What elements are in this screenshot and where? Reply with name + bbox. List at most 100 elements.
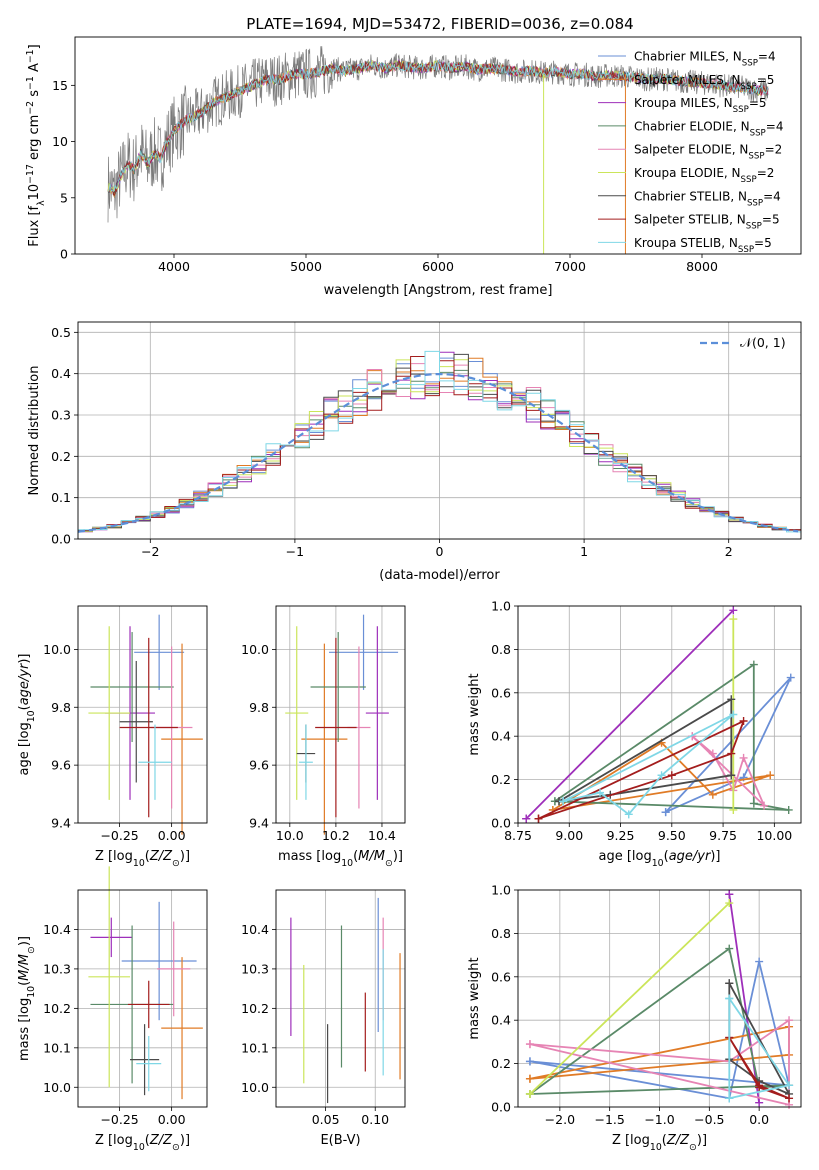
legend: 𝒩(0, 1) [700, 335, 786, 350]
weight-marker [708, 790, 717, 799]
y-tick-label: 0.6 [491, 685, 511, 700]
weight-marker [785, 1094, 794, 1103]
x-axis-label: age [log10(age/yr)] [598, 849, 720, 869]
y-tick-label: 1.0 [491, 599, 511, 614]
legend-entry: Kroupa MILES, NSSP=5 [634, 96, 767, 115]
y-tick-label: 1.0 [491, 883, 511, 898]
legend-entry: Chabrier MILES, NSSP=4 [634, 50, 776, 69]
weight-marker [727, 771, 736, 780]
x-tick-label: 10.0 [276, 828, 304, 843]
legend-entry: Salpeter MILES, NSSP=5 [634, 73, 774, 92]
weight-series [728, 894, 760, 1104]
x-tick-label: 0.10 [361, 1112, 389, 1127]
y-tick-label: 10.1 [43, 1040, 71, 1055]
weight-marker [525, 1040, 534, 1049]
y-axis-label: Flux [fλ10−17 erg cm−2 s−1 A−1] [25, 44, 47, 246]
weight-marker [755, 1098, 764, 1107]
y-tick-label: 0.2 [491, 772, 511, 787]
grid-lines [78, 890, 207, 1107]
y-tick-label: 0.4 [491, 1013, 511, 1028]
x-tick-label: 8000 [686, 259, 718, 274]
y-tick-label: 10.3 [43, 961, 71, 976]
weight-marker [525, 1074, 534, 1083]
weight-marker [725, 1094, 734, 1103]
grid-lines [276, 606, 405, 824]
y-tick-label: 0.4 [491, 729, 511, 744]
weight-marker [739, 753, 748, 762]
chart-spectrum: 4000 5000 6000 7000 8000 0 5 10 15 wavelength [An… [25, 36, 802, 298]
y-tick-label: 0.0 [491, 816, 511, 831]
weight-marker [667, 771, 676, 780]
weight-marker [559, 797, 568, 806]
y-tick-label: 0.2 [491, 1056, 511, 1071]
x-axis-label: (data-model)/error [379, 568, 500, 583]
plot-area [88, 866, 203, 1100]
weight-marker [725, 944, 734, 953]
axes-border [275, 605, 406, 824]
legend: Chabrier MILES, NSSP=4 Salpeter MILES, NS… [598, 50, 783, 255]
legend-entry: Chabrier ELODIE, NSSP=4 [634, 119, 783, 138]
x-tick-label: 0.05 [312, 1112, 340, 1127]
y-tick-label: 10.0 [43, 1080, 71, 1095]
x-axis-label: Z [log10(Z/Z⊙)] [612, 1133, 707, 1153]
plot-area [285, 614, 399, 835]
axes-frame: 4000 5000 6000 7000 8000 0 5 10 15 wavelength [An… [25, 36, 802, 298]
plot-area [522, 606, 795, 823]
y-tick-label: 0.6 [491, 969, 511, 984]
x-tick-label: −0.25 [100, 828, 138, 843]
plot-area [78, 350, 801, 534]
chart-weight_vs_Z: −2.0 −1.5 −1.0 −0.5 0.0 0.0 0.2 0.4 0.6 0.8 1.0 Z [… [467, 883, 802, 1153]
plot-area [88, 614, 203, 835]
weight-marker [784, 805, 793, 814]
weight-marker [727, 749, 736, 758]
y-tick-label: 5 [60, 190, 68, 205]
y-tick-label: 10.1 [241, 1040, 269, 1055]
chart-mass_vs_ebv: 0.05 0.10 10.0 10.1 10.2 10.3 10.4 E(B-V) [241, 889, 406, 1148]
y-tick-label: 9.8 [51, 700, 71, 715]
model-spectrum [107, 59, 769, 193]
grid-lines [78, 606, 207, 824]
x-tick-label: 1 [580, 544, 588, 559]
weight-marker [729, 805, 738, 814]
x-tick-label: 10.4 [368, 828, 396, 843]
plot-area [525, 890, 794, 1109]
grid-lines [276, 890, 405, 1107]
weight-marker [525, 1057, 534, 1066]
weight-marker [727, 695, 736, 704]
axes-frame: 10.0 10.2 10.4 9.4 9.6 9.8 10.0 mass [log10(M/M… [241, 605, 406, 869]
axes-frame: −2 −1 0 1 2 0.0 0.1 0.2 0.3 0.4 0.5 (data-model)/er… [27, 321, 802, 583]
weight-marker [596, 788, 605, 797]
weight-marker [624, 810, 633, 819]
y-tick-label: 10.4 [43, 922, 71, 937]
y-axis-label: age [log10(age/yr)] [17, 653, 37, 775]
weight-marker [766, 771, 775, 780]
weight-marker [785, 1016, 794, 1025]
y-tick-label: 9.4 [249, 816, 269, 831]
y-tick-label: 0.3 [51, 408, 71, 423]
legend-entry: 𝒩(0, 1) [740, 335, 786, 350]
y-tick-label: 0.2 [51, 449, 71, 464]
weight-marker [725, 979, 734, 988]
legend-entry: Kroupa ELODIE, NSSP=2 [634, 166, 774, 185]
weight-marker [786, 673, 795, 682]
x-axis-label: wavelength [Angstrom, rest frame] [324, 283, 553, 298]
y-tick-label: 9.8 [249, 700, 269, 715]
chart-mass_vs_Z: −0.25 0.00 10.0 10.1 10.2 10.3 10.4 Z [log10(Z/… [17, 866, 208, 1153]
legend-entry: Salpeter STELIB, NSSP=5 [634, 213, 780, 232]
weight-series [562, 713, 735, 816]
y-tick-label: 10.2 [43, 1001, 71, 1016]
weight-series [728, 997, 790, 1100]
y-tick-label: 0.8 [491, 642, 511, 657]
x-tick-label: 10.2 [322, 828, 350, 843]
x-tick-label: −0.5 [694, 1112, 724, 1127]
x-tick-label: 0 [436, 544, 444, 559]
weight-series [525, 609, 735, 820]
y-tick-label: 9.6 [51, 758, 71, 773]
plot-area [290, 897, 401, 1104]
weight-marker [749, 660, 758, 669]
y-tick-label: 10.0 [43, 642, 71, 657]
weight-marker [785, 1081, 794, 1090]
y-tick-label: 0.0 [51, 532, 71, 547]
